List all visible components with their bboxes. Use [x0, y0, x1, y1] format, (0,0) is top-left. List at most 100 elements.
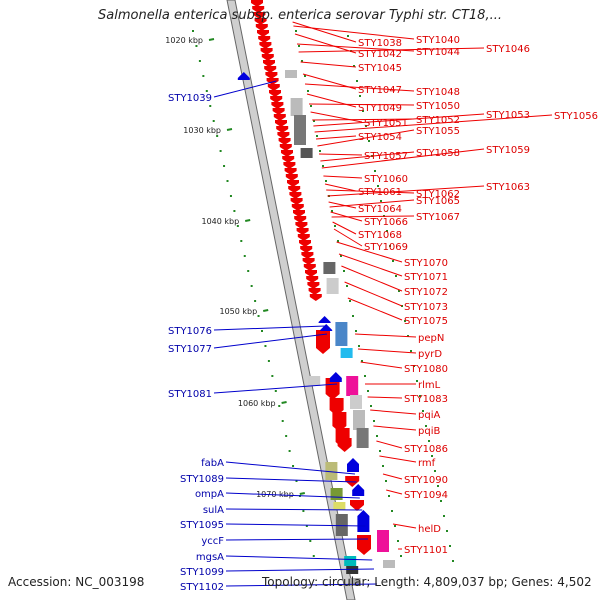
feature-box	[350, 395, 362, 409]
scale-dot	[349, 300, 351, 302]
forward-gene-arrow	[261, 54, 274, 61]
scale-dot	[301, 60, 303, 62]
gene-leader-line	[332, 221, 357, 235]
gene-leader-line	[225, 538, 369, 541]
gene-label-sty1069: STY1069	[364, 242, 408, 253]
forward-gene-arrow	[308, 288, 321, 295]
forward-gene-arrow	[325, 378, 340, 400]
scale-dot	[347, 35, 349, 37]
scale-dot	[392, 260, 394, 262]
gene-label-sty1042: STY1042	[358, 49, 402, 60]
gene-label-sty1073: STY1073	[404, 302, 448, 313]
forward-gene-arrows	[251, 0, 371, 555]
forward-gene-arrow	[297, 234, 310, 241]
gene-label-rlml: rlmL	[418, 380, 441, 391]
gene-label-sty1090: STY1090	[404, 475, 448, 486]
feature-box	[294, 115, 306, 145]
gene-leader-line	[333, 228, 363, 247]
gene-label-pqib: pqiB	[418, 426, 440, 437]
gene-label-sty1101: STY1101	[404, 545, 448, 556]
scale-dot	[410, 350, 412, 352]
forward-gene-arrow	[350, 500, 364, 511]
gene-label-sty1054: STY1054	[358, 132, 402, 143]
gene-leader-line	[370, 409, 417, 415]
reverse-gene-arrow	[320, 324, 333, 331]
forward-gene-arrow	[272, 108, 285, 115]
feature-box	[323, 262, 336, 274]
scale-dot	[267, 360, 270, 362]
kbp-tick	[226, 128, 233, 131]
scale-dot	[274, 390, 277, 392]
forward-gene-arrow	[254, 18, 267, 25]
feature-box	[356, 428, 369, 448]
genome-backbone	[226, 0, 356, 600]
kbp-label: 1020 kbp	[165, 36, 203, 45]
forward-gene-arrow	[289, 192, 302, 199]
gene-label-sty1045: STY1045	[358, 63, 402, 74]
gene-leader-line	[213, 80, 277, 98]
feature-box	[300, 148, 313, 158]
forward-gene-arrow	[275, 120, 287, 127]
scale-dot	[243, 255, 246, 257]
feature-box	[335, 514, 348, 536]
gene-label-sty1051: STY1051	[364, 118, 408, 129]
gene-label-sty1058: STY1058	[416, 148, 460, 159]
gene-label-sty1040: STY1040	[416, 35, 460, 46]
gene-leader-line	[213, 325, 326, 331]
scale-dot	[367, 390, 369, 392]
scale-dot	[281, 420, 284, 422]
scale-dot	[358, 345, 360, 347]
scale-dot	[271, 375, 274, 377]
scale-dot	[229, 195, 232, 197]
gene-label-sty1049: STY1049	[358, 103, 402, 114]
scale-dot	[325, 180, 327, 182]
gene-leader-line	[357, 348, 417, 354]
gene-leader-line	[360, 361, 403, 369]
gene-leader-line	[310, 111, 363, 123]
gene-leader-line	[318, 153, 363, 156]
gene-label-sty1072: STY1072	[404, 287, 448, 298]
scale-dot	[316, 135, 318, 137]
gene-label-sty1089: STY1089	[180, 474, 224, 485]
scale-dot	[374, 170, 376, 172]
scale-dot	[404, 320, 406, 322]
gene-label-faba: fabA	[201, 458, 224, 469]
gene-label-sty1066: STY1066	[364, 217, 408, 228]
gene-label-sty1070: STY1070	[404, 258, 448, 269]
scale-dot	[373, 420, 375, 422]
reverse-gene-arrow	[237, 72, 250, 80]
gene-label-sty1081: STY1081	[168, 389, 212, 400]
forward-gene-arrow	[270, 96, 283, 103]
scale-dot	[394, 525, 396, 527]
gene-label-sty1062: STY1062	[416, 189, 460, 200]
scale-dot	[391, 510, 393, 512]
feature-box	[383, 560, 395, 568]
feature-box	[340, 348, 353, 358]
gene-label-sty1099: STY1099	[180, 567, 224, 578]
scale-dot	[370, 405, 372, 407]
scale-dot	[397, 540, 399, 542]
feature-box	[344, 556, 357, 566]
scale-dot	[377, 185, 379, 187]
forward-gene-arrow	[253, 12, 266, 19]
gene-leader-line	[225, 477, 357, 483]
scale-dot	[437, 485, 439, 487]
gene-leader-line	[326, 189, 415, 194]
scale-dot	[340, 255, 342, 257]
gene-leader-line	[225, 568, 375, 572]
gene-label-ompa: ompA	[195, 489, 224, 500]
forward-gene-arrow	[307, 282, 320, 289]
gene-leader-line	[323, 175, 363, 179]
forward-gene-arrow	[337, 438, 352, 452]
gene-label-mgsa: mgsA	[196, 552, 224, 563]
scale-dot	[295, 30, 297, 32]
gene-leader-line	[225, 461, 356, 475]
scale-dots	[192, 30, 454, 562]
gene-leader-line	[324, 183, 357, 192]
gene-leader-line	[300, 61, 357, 68]
reverse-gene-arrow	[357, 510, 370, 532]
scale-dot	[261, 330, 263, 332]
scale-dot	[425, 425, 427, 427]
forward-gene-arrow	[287, 180, 299, 187]
